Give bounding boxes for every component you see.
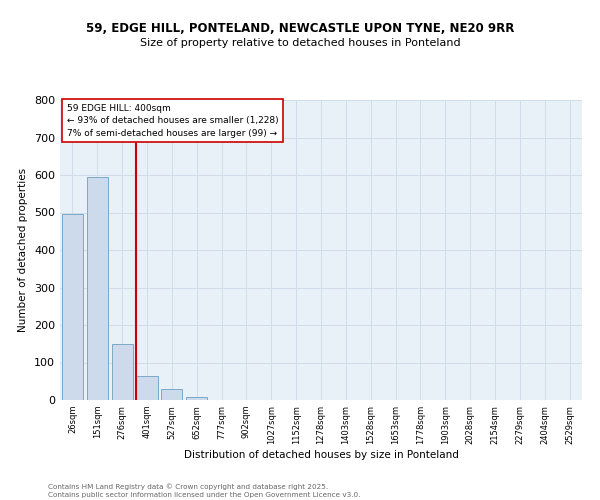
Bar: [62, 214, 83, 400]
Bar: [112, 344, 133, 400]
Bar: [161, 389, 182, 400]
Text: 59 EDGE HILL: 400sqm
← 93% of detached houses are smaller (1,228)
7% of semi-det: 59 EDGE HILL: 400sqm ← 93% of detached h…: [67, 104, 278, 138]
X-axis label: Distribution of detached houses by size in Ponteland: Distribution of detached houses by size …: [184, 450, 458, 460]
Text: Contains HM Land Registry data © Crown copyright and database right 2025.
Contai: Contains HM Land Registry data © Crown c…: [48, 484, 361, 498]
Bar: [186, 397, 207, 400]
Text: Size of property relative to detached houses in Ponteland: Size of property relative to detached ho…: [140, 38, 460, 48]
Y-axis label: Number of detached properties: Number of detached properties: [19, 168, 28, 332]
Bar: [87, 177, 108, 400]
Bar: [136, 376, 158, 400]
Text: 59, EDGE HILL, PONTELAND, NEWCASTLE UPON TYNE, NE20 9RR: 59, EDGE HILL, PONTELAND, NEWCASTLE UPON…: [86, 22, 514, 36]
